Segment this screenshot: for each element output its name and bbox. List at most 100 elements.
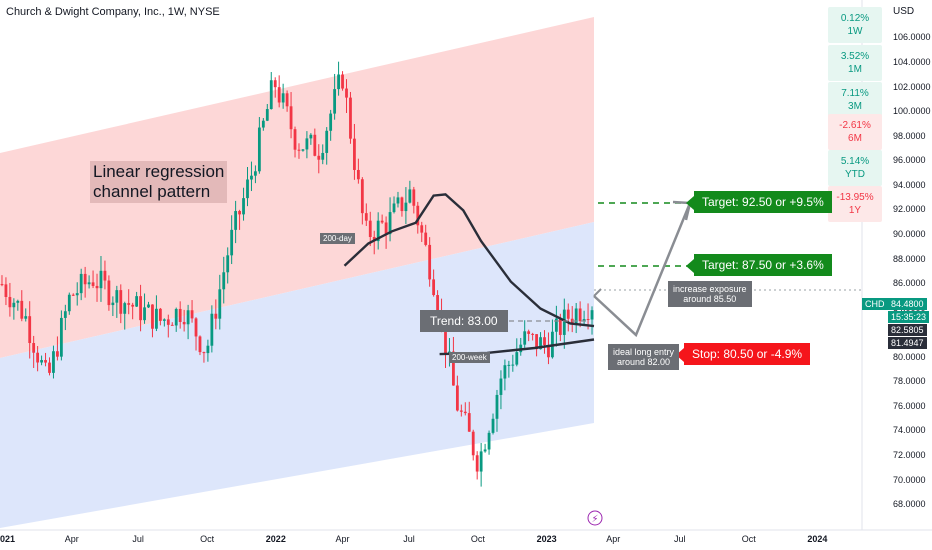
y-tick-label: 96.0000: [893, 155, 926, 166]
perf-3m[interactable]: 7.11% 3M: [828, 82, 882, 118]
perf-1y-pct: -13.95%: [836, 192, 874, 203]
candle-body: [99, 270, 103, 289]
candle-body: [135, 296, 139, 307]
perf-ytd-pct: 5.14%: [840, 156, 870, 167]
candle-body: [503, 365, 507, 379]
candle-body: [79, 273, 83, 294]
y-tick-label: 86.0000: [893, 278, 926, 289]
x-tick-label: 2022: [265, 534, 286, 544]
candle-body: [119, 290, 123, 314]
candle-body: [349, 97, 352, 139]
candle-body: [75, 293, 79, 296]
ma1-price-tag: 82.5805: [888, 324, 927, 336]
candle-body: [459, 410, 463, 412]
candle-body: [155, 308, 158, 329]
candle-body: [20, 300, 24, 319]
x-tick-label: Apr: [335, 534, 350, 544]
candle-body: [479, 451, 483, 472]
candle-body: [317, 155, 321, 160]
candle-body: [325, 130, 329, 153]
trend-tag: Trend: 83.00: [420, 310, 508, 332]
candle-body: [147, 304, 150, 308]
candle-body: [396, 197, 400, 204]
candle-body: [12, 302, 16, 308]
perf-1w[interactable]: 0.12% 1W: [828, 7, 882, 43]
perf-1y[interactable]: -13.95% 1Y: [828, 186, 882, 222]
event-marker-glyph: ⚡: [591, 514, 598, 525]
candle-body: [95, 285, 99, 289]
candle-body: [444, 318, 447, 355]
last-price-tag: 84.4800: [888, 298, 927, 310]
candle-body: [345, 88, 348, 98]
candle-body: [178, 308, 182, 322]
y-tick-label: 70.0000: [893, 474, 926, 485]
candle-body: [293, 129, 297, 150]
candle-body: [337, 74, 340, 90]
projection-path: [593, 202, 692, 338]
candle-body: [341, 74, 344, 89]
candle-body: [218, 289, 222, 319]
candle-body: [321, 152, 325, 160]
x-tick-label: 2021: [0, 534, 16, 544]
perf-1m[interactable]: 3.52% 1M: [828, 45, 882, 81]
perf-1y-period: 1Y: [848, 205, 862, 216]
candle-body: [507, 364, 511, 366]
candle-body: [428, 244, 432, 280]
candle-body: [297, 149, 301, 151]
x-tick-label: Apr: [606, 534, 621, 544]
candle-body: [67, 294, 71, 312]
candle-body: [59, 317, 63, 357]
channel-pattern-label: Linear regression channel pattern: [90, 161, 228, 203]
y-tick-label: 76.0000: [893, 400, 926, 411]
candle-body: [329, 113, 333, 131]
y-tick-label: 100.0000: [893, 106, 931, 117]
perf-3m-period: 3M: [848, 101, 862, 112]
candle-body: [586, 319, 590, 321]
candle-body: [83, 273, 87, 285]
candle-body: [305, 138, 309, 150]
candle-body: [543, 337, 546, 346]
x-tick-label: Oct: [470, 534, 485, 544]
candle-body: [91, 282, 95, 286]
candle-body: [404, 202, 408, 212]
ma-200-day-line: [343, 193, 595, 328]
short-arrow-head: [593, 288, 602, 297]
y-tick-label: 78.0000: [893, 376, 926, 387]
candle-body: [131, 304, 135, 307]
candle-body: [368, 220, 372, 237]
candle-body: [186, 310, 190, 325]
target2-pointer: [686, 259, 694, 273]
candle-body: [151, 304, 154, 329]
candle-body: [313, 134, 317, 156]
candle-body: [269, 80, 273, 110]
perf-ytd[interactable]: 5.14% YTD: [828, 150, 882, 186]
y-tick-label: 90.0000: [893, 228, 926, 239]
y-tick-label: 106.0000: [893, 32, 931, 43]
symbol-price-tag: CHD: [862, 298, 888, 310]
y-tick-label: 80.0000: [893, 351, 926, 362]
candle-body: [455, 385, 459, 411]
target1-pointer: [686, 196, 694, 210]
candle-body: [590, 310, 594, 320]
candle-body: [301, 149, 305, 151]
perf-6m[interactable]: -2.61% 6M: [828, 114, 882, 150]
symbol-label: CHD: [865, 299, 885, 309]
candle-body: [170, 324, 174, 326]
candle-body: [562, 309, 566, 335]
candle-body: [558, 318, 562, 335]
candle-body: [432, 279, 436, 296]
candle-body: [4, 284, 8, 297]
candle-body: [523, 331, 527, 345]
candle-body: [234, 211, 238, 230]
candle-body: [360, 179, 364, 214]
candle-body: [162, 319, 166, 321]
candle-body: [111, 302, 115, 306]
candle-body: [103, 270, 107, 281]
ma-200-week-label: 200-week: [449, 352, 490, 363]
event-marker[interactable]: [587, 510, 603, 526]
candle-body: [246, 179, 249, 199]
candle-body: [289, 106, 293, 130]
candle-body: [554, 318, 558, 332]
x-tick-label: Oct: [200, 534, 215, 544]
